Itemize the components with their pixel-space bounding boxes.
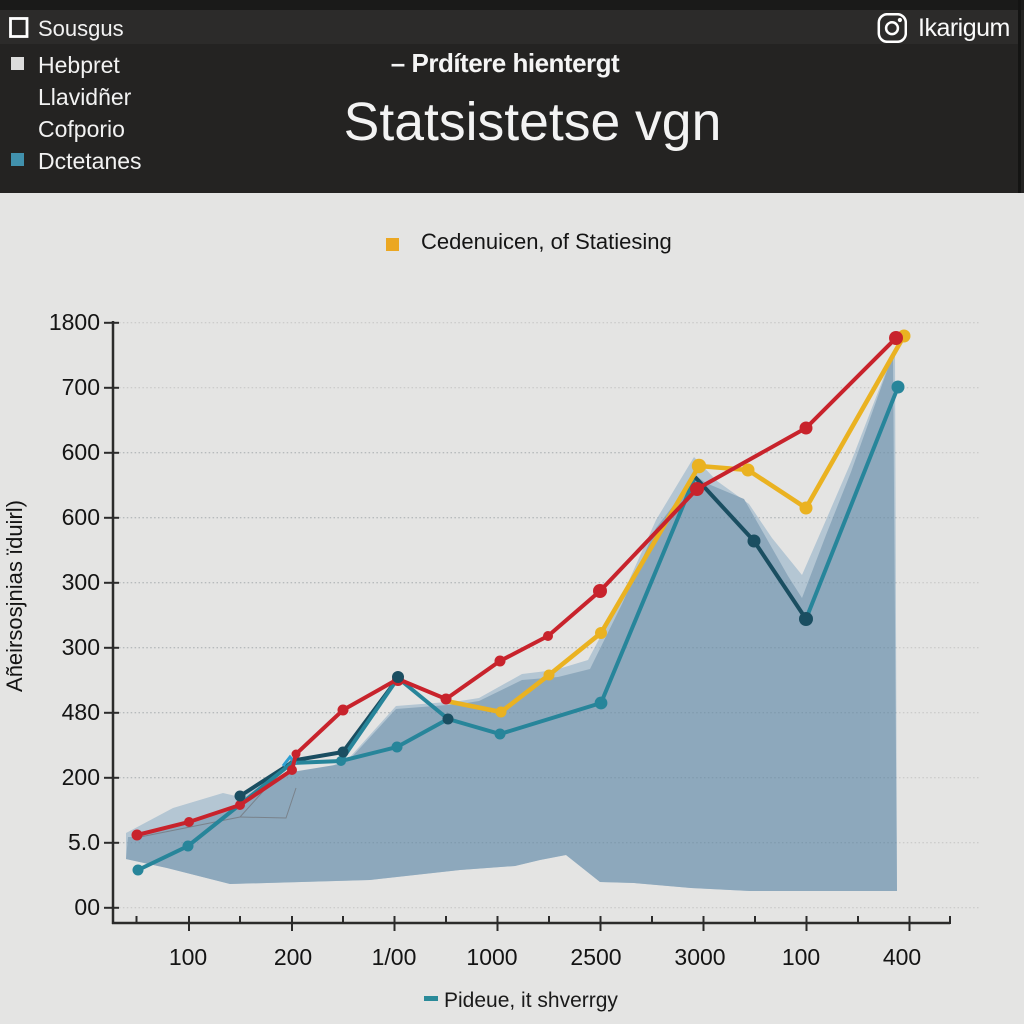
svg-text:200: 200 xyxy=(62,764,100,790)
svg-text:100: 100 xyxy=(782,944,820,970)
svg-text:400: 400 xyxy=(883,944,921,970)
svg-text:480: 480 xyxy=(62,699,100,725)
svg-text:3000: 3000 xyxy=(674,944,725,970)
svg-text:Cedenuicen, of Statiesing: Cedenuicen, of Statiesing xyxy=(421,229,672,254)
svg-text:Pideue, it shverrgy: Pideue, it shverrgy xyxy=(444,989,618,1012)
svg-text:5.0: 5.0 xyxy=(68,829,100,855)
svg-text:600: 600 xyxy=(62,439,100,465)
svg-text:600: 600 xyxy=(62,504,100,530)
svg-text:700: 700 xyxy=(62,374,100,400)
svg-text:300: 300 xyxy=(62,634,100,660)
svg-text:200: 200 xyxy=(274,944,312,970)
svg-text:1800: 1800 xyxy=(49,309,100,335)
svg-text:1/00: 1/00 xyxy=(372,944,417,970)
svg-text:1000: 1000 xyxy=(466,944,517,970)
svg-text:Añeirsosjnias ïduirl): Añeirsosjnias ïduirl) xyxy=(2,500,27,692)
svg-text:2500: 2500 xyxy=(570,944,621,970)
svg-text:300: 300 xyxy=(62,569,100,595)
svg-text:100: 100 xyxy=(169,944,207,970)
svg-text:00: 00 xyxy=(74,894,100,920)
